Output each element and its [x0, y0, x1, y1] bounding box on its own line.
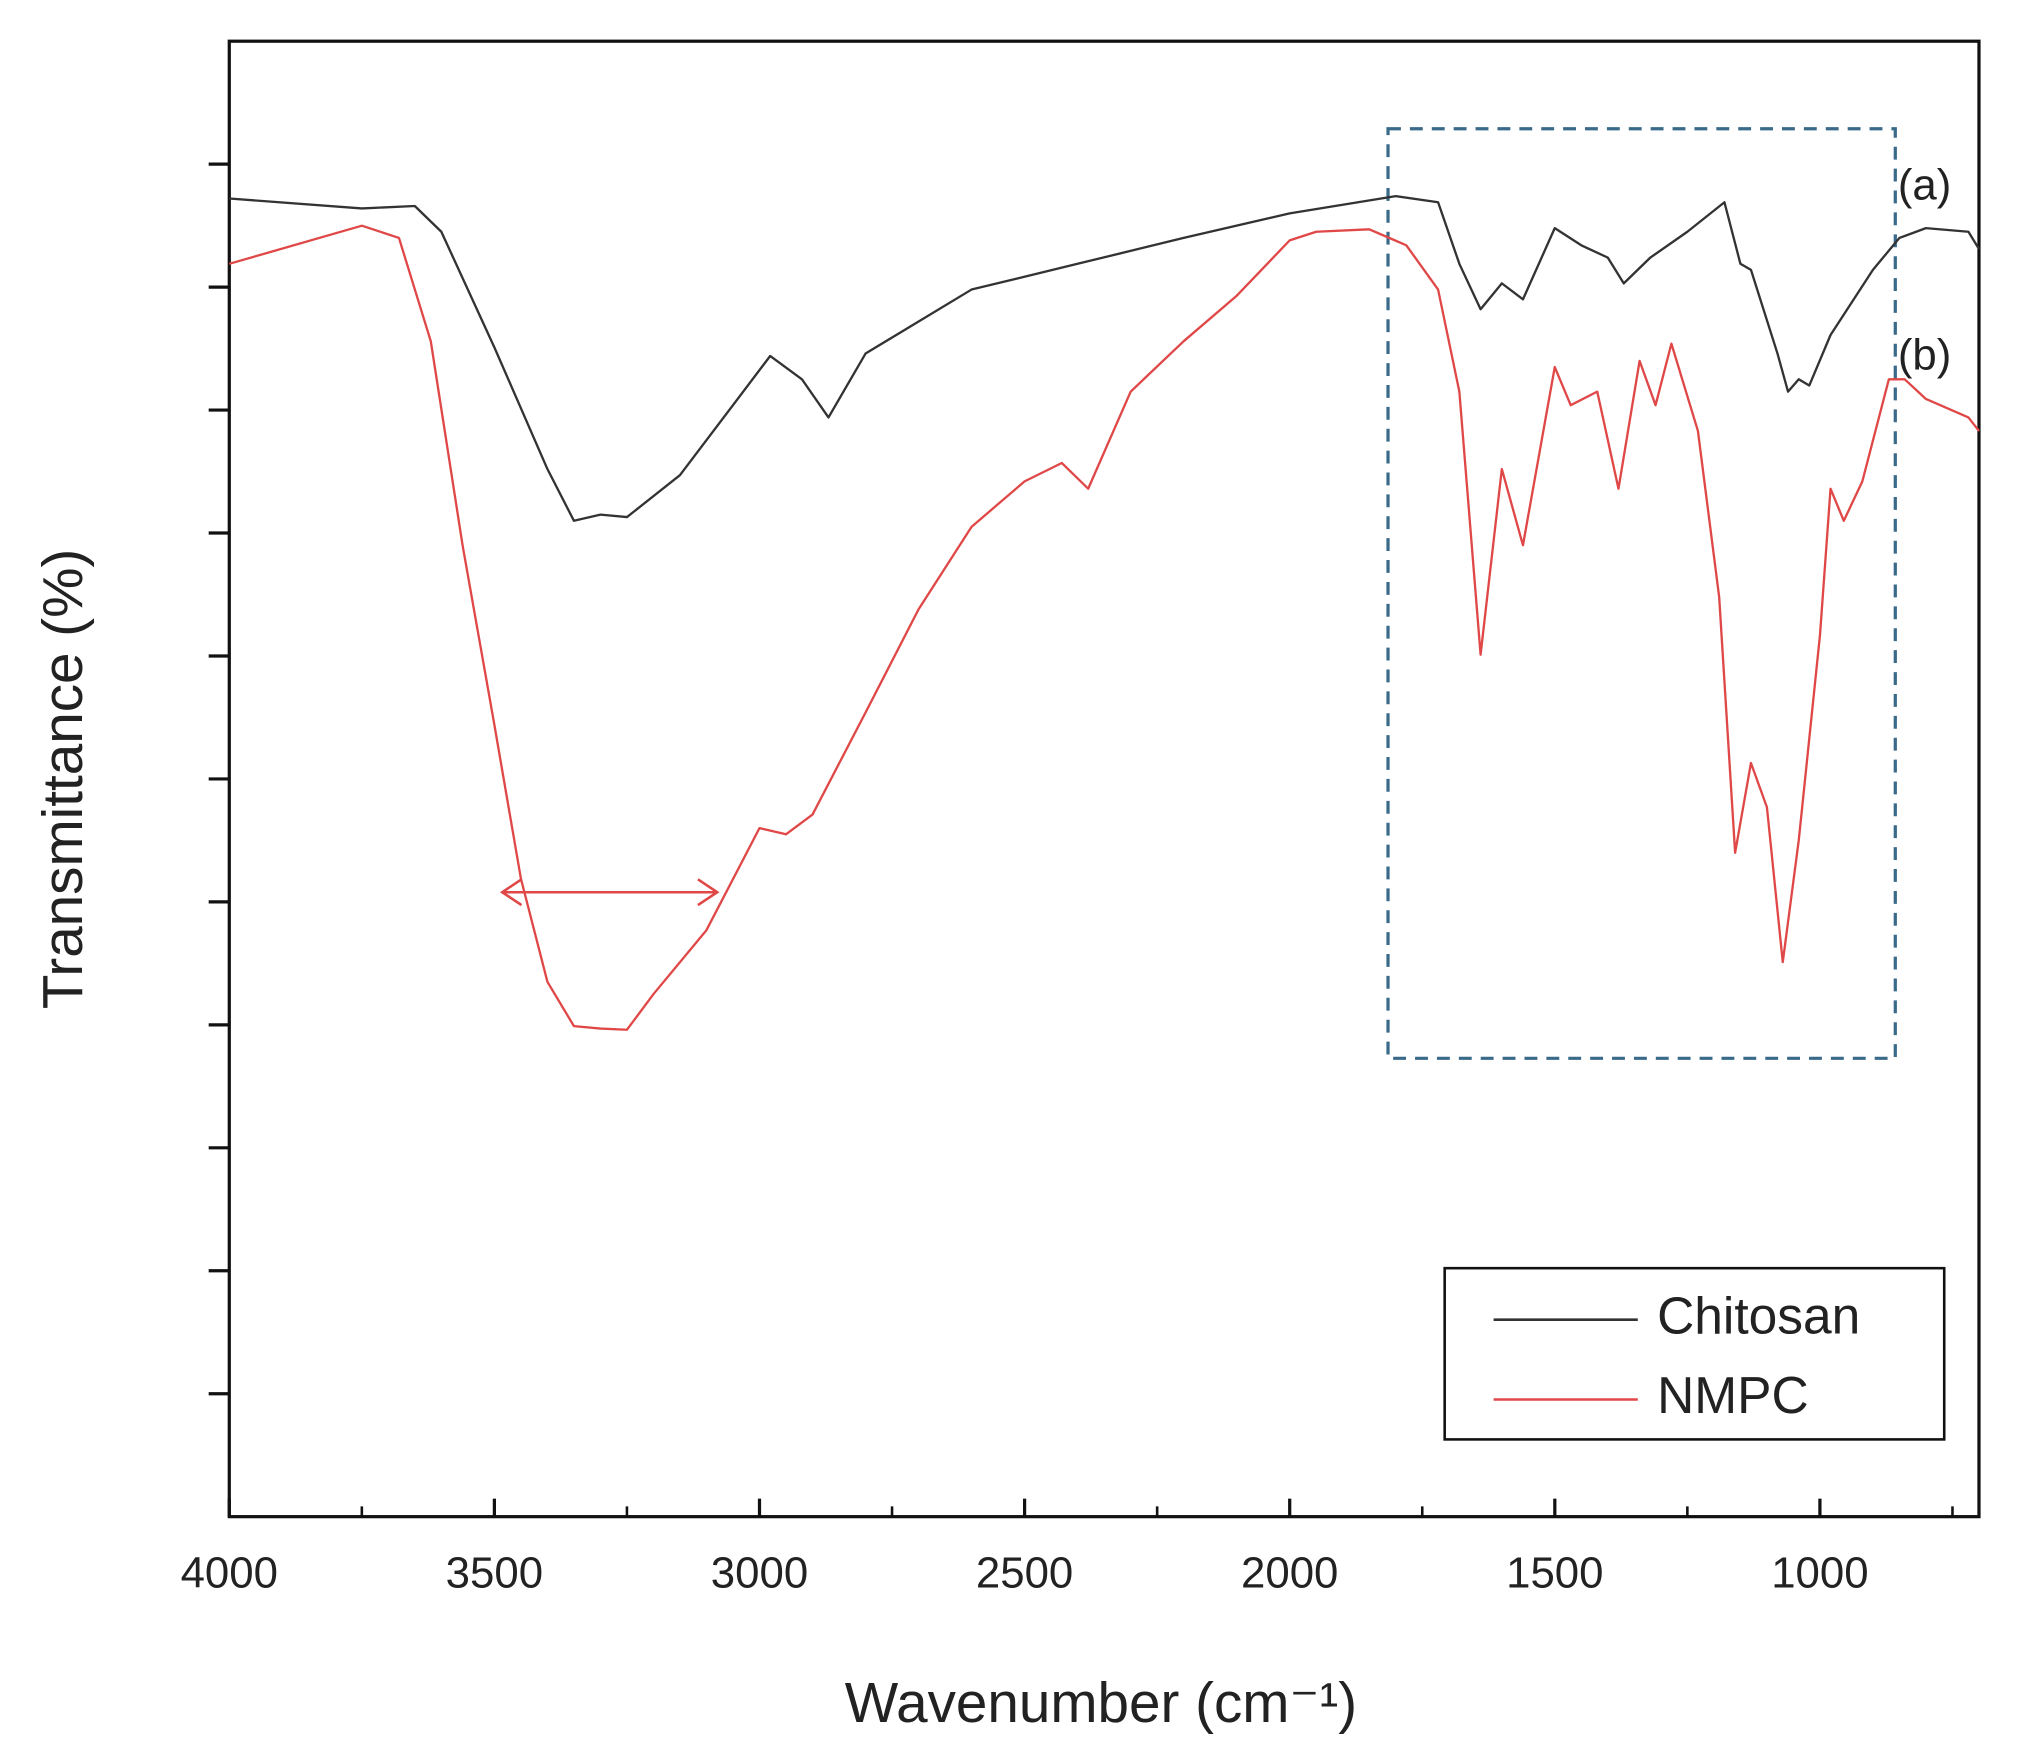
y-axis-title: Transmittance (%) — [32, 549, 95, 1009]
annotation: (a) — [1898, 161, 1952, 210]
x-tick-label: 3500 — [446, 1548, 543, 1597]
x-tick-label: 4000 — [181, 1548, 278, 1597]
legend-label: Chitosan — [1657, 1286, 1860, 1344]
legend-box — [1443, 1266, 1946, 1441]
x-tick-label: 1500 — [1506, 1548, 1603, 1597]
annotation: (b) — [1898, 330, 1952, 379]
x-axis-title: Wavenumber (cm⁻¹) — [845, 1672, 1357, 1735]
width-arrow — [499, 878, 720, 907]
highlight-box — [1386, 127, 1897, 1060]
data-line — [229, 194, 1980, 522]
legend-label: NMPC — [1657, 1366, 1809, 1424]
x-tick-label: 2500 — [976, 1548, 1073, 1597]
x-tick-label: 1000 — [1771, 1548, 1868, 1597]
data-line — [228, 224, 1980, 1031]
x-tick-label: 3000 — [711, 1548, 808, 1597]
x-tick-label: 2000 — [1241, 1548, 1338, 1597]
